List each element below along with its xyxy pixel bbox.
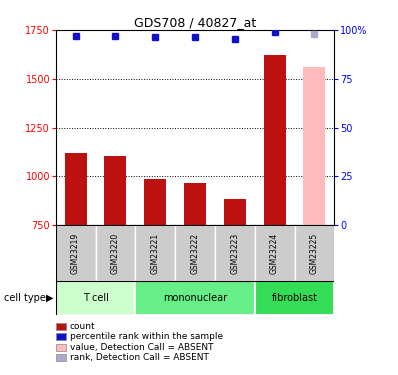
Bar [224, 199, 246, 225]
Bar [104, 156, 126, 225]
Text: GSM23224: GSM23224 [270, 232, 279, 274]
Bar [65, 153, 87, 225]
Text: cell type: cell type [4, 293, 46, 303]
Bar [263, 56, 285, 225]
Text: value, Detection Call = ABSENT: value, Detection Call = ABSENT [70, 343, 213, 352]
Bar [96, 225, 135, 281]
Text: ▶: ▶ [46, 293, 53, 303]
Bar [303, 67, 325, 225]
Bar [175, 225, 215, 281]
Text: fibroblast: fibroblast [271, 293, 318, 303]
Bar [255, 225, 295, 281]
Bar [135, 225, 175, 281]
Text: percentile rank within the sample: percentile rank within the sample [70, 332, 223, 341]
Text: count: count [70, 322, 95, 331]
Bar [255, 281, 334, 315]
Bar [56, 281, 135, 315]
Bar [135, 281, 255, 315]
Text: GSM23220: GSM23220 [111, 232, 120, 274]
Title: GDS708 / 40827_at: GDS708 / 40827_at [134, 16, 256, 29]
Bar [215, 225, 255, 281]
Text: GSM23221: GSM23221 [151, 232, 160, 274]
Text: mononuclear: mononuclear [163, 293, 227, 303]
Text: GSM23222: GSM23222 [191, 232, 199, 274]
Bar [56, 225, 96, 281]
Bar [295, 225, 334, 281]
Text: T cell: T cell [82, 293, 109, 303]
Text: GSM23225: GSM23225 [310, 232, 319, 274]
Bar [144, 179, 166, 225]
Text: rank, Detection Call = ABSENT: rank, Detection Call = ABSENT [70, 353, 209, 362]
Text: GSM23223: GSM23223 [230, 232, 239, 274]
Bar [184, 183, 206, 225]
Text: GSM23219: GSM23219 [71, 232, 80, 274]
